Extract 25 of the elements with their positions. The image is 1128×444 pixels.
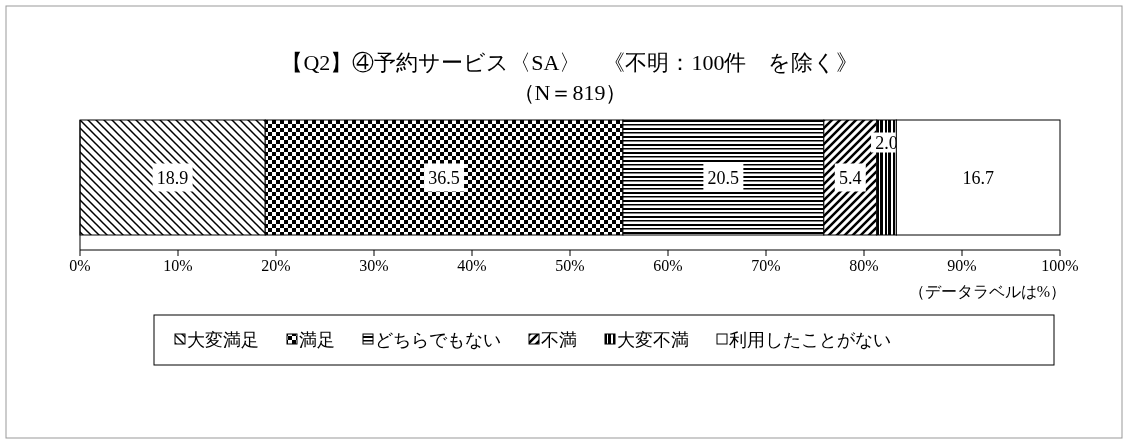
legend-label: 大変不満 xyxy=(617,330,689,350)
x-tick-label: 50% xyxy=(555,257,585,274)
legend-label: 満足 xyxy=(299,330,335,350)
chart-subtitle: （N＝819） xyxy=(512,80,628,105)
legend-label: 大変満足 xyxy=(187,330,259,350)
chart-title: 【Q2】④予約サービス〈SA〉 《不明：100件 を除く》 xyxy=(281,50,859,75)
data-label: 18.9 xyxy=(156,167,189,188)
x-tick-label: 40% xyxy=(457,257,487,274)
legend-label: 不満 xyxy=(541,330,577,350)
x-tick-label: 60% xyxy=(653,257,683,274)
x-tick-label: 10% xyxy=(163,257,193,274)
x-tick-label: 20% xyxy=(261,257,291,274)
data-label: 5.4 xyxy=(839,167,862,188)
x-tick-label: 90% xyxy=(947,257,977,274)
x-tick-label: 100% xyxy=(1041,257,1079,274)
x-tick-label: 70% xyxy=(751,257,781,274)
x-tick-label: 80% xyxy=(849,257,879,274)
data-label: 16.7 xyxy=(962,167,994,188)
data-label: 20.5 xyxy=(707,167,740,188)
legend-label: どちらでもない xyxy=(375,330,501,350)
data-label: 36.5 xyxy=(428,167,460,188)
x-tick-label: 30% xyxy=(359,257,389,274)
legend-label: 利用したことがない xyxy=(729,330,891,350)
x-tick-label: 0% xyxy=(69,257,91,274)
text: （データラベルは%） xyxy=(908,283,1066,300)
